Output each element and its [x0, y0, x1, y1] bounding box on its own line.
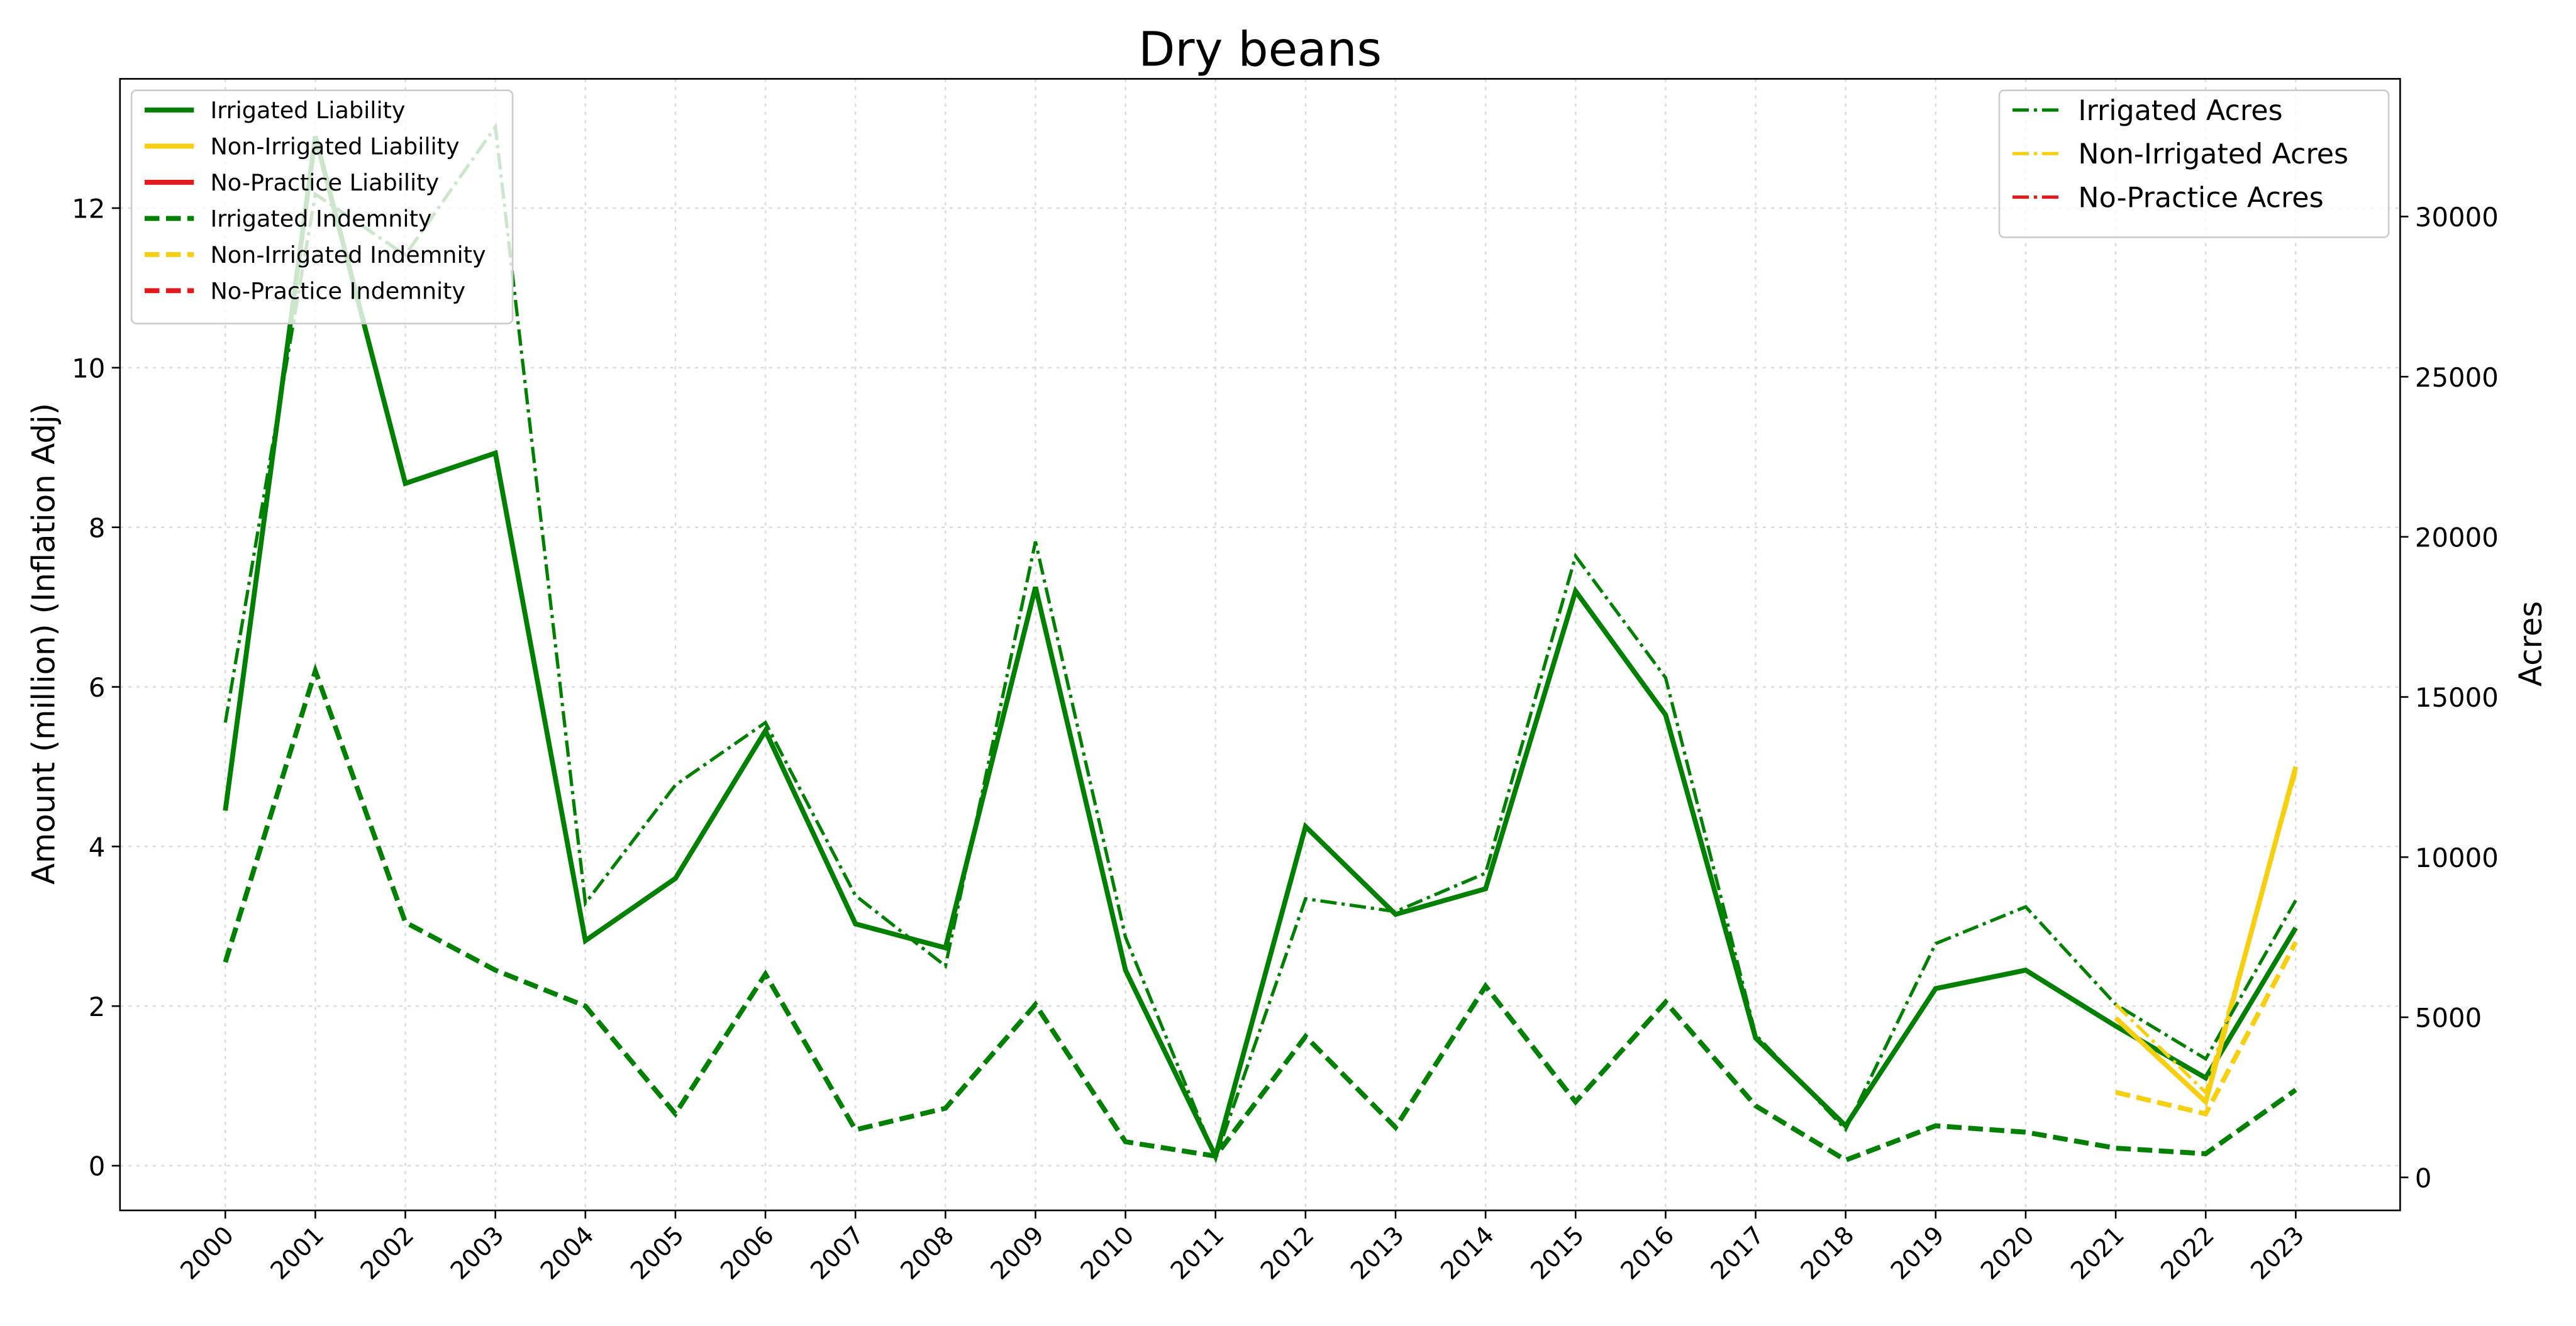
y2-tick-label: 20000 — [2415, 522, 2499, 553]
y-tick-label: 0 — [89, 1151, 106, 1182]
chart-title: Dry beans — [1138, 21, 1382, 77]
legend-label: Non-Irrigated Indemnity — [210, 241, 486, 268]
data-line — [223, 663, 2297, 1163]
y-tick-label: 12 — [72, 194, 105, 224]
y2-tick-label: 10000 — [2415, 843, 2499, 873]
y-tick-label: 6 — [89, 672, 106, 703]
y2-tick-label: 30000 — [2415, 202, 2499, 233]
legend-label: No-Practice Indemnity — [210, 278, 465, 305]
plot-frame — [119, 78, 2401, 1212]
y2-tick-label: 0 — [2415, 1163, 2432, 1193]
y-tick-label: 2 — [89, 992, 106, 1022]
y2-tick-label: 15000 — [2415, 682, 2499, 713]
y2-tick-label: 5000 — [2415, 1003, 2482, 1034]
legend-label: Irrigated Liability — [210, 97, 405, 124]
legend-label: No-Practice Liability — [210, 169, 439, 196]
legend-label: Irrigated Indemnity — [210, 206, 431, 233]
legend-label: Non-Irrigated Acres — [2078, 138, 2348, 170]
data-line — [223, 122, 2297, 1163]
legend-box — [130, 89, 514, 324]
legend-label: Non-Irrigated Liability — [210, 133, 459, 160]
y-axis-label: Amount (million) (Inflation Adj) — [25, 403, 62, 885]
data-line — [223, 135, 2298, 1163]
legend-label: No-Practice Acres — [2078, 182, 2323, 214]
legend-label: Irrigated Acres — [2078, 95, 2282, 127]
y2-axis-label: Acres — [2512, 601, 2549, 687]
data-line — [2115, 941, 2298, 1117]
data-line — [2114, 771, 2297, 1096]
y2-tick-label: 25000 — [2415, 362, 2499, 393]
y-tick-label: 10 — [72, 353, 105, 384]
y-tick-label: 4 — [89, 832, 106, 863]
legend-box — [1998, 89, 2390, 238]
y-tick-label: 8 — [89, 512, 106, 543]
